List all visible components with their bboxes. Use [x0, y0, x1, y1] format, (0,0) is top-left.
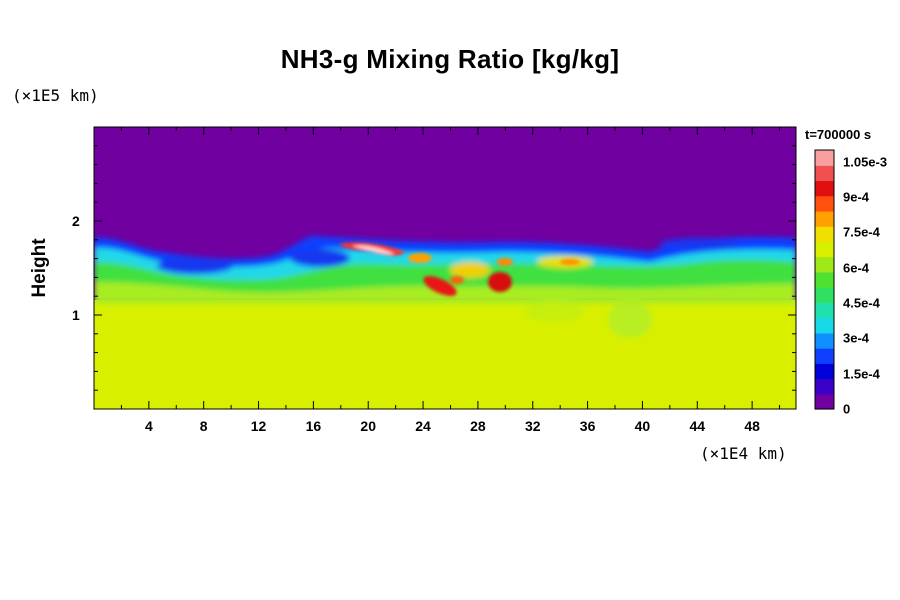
colorbar-label: 1.5e-4 [843, 366, 880, 382]
lower-region [94, 300, 796, 409]
colorbar-band [815, 180, 834, 197]
colorbar [814, 149, 835, 410]
colorbar-band [815, 302, 834, 319]
colorbar-label: 9e-4 [843, 189, 870, 205]
orange-cell [497, 258, 513, 266]
red-cell [488, 272, 512, 292]
green-plume [608, 302, 652, 338]
green-plume [525, 302, 585, 322]
colorbar-band [815, 241, 834, 258]
x-tick-label: 8 [199, 418, 208, 434]
colorbar-band [815, 271, 834, 288]
colorbar-band [815, 287, 834, 303]
time-label: t=700000 s [805, 127, 872, 142]
red-cell [450, 276, 464, 284]
chart-title: NH3-g Mixing Ratio [kg/kg] [280, 44, 620, 74]
colorbar-band [815, 363, 834, 380]
colorbar-label: 1.05e-3 [843, 154, 888, 170]
colorbar-band [815, 378, 834, 395]
colorbar-band [815, 332, 834, 349]
heatmap-field [94, 127, 796, 409]
x-tick-label: 36 [579, 418, 596, 434]
colorbar-label: 0 [843, 401, 851, 417]
axis-ticks [94, 127, 796, 409]
x-tick-label: 16 [305, 418, 322, 434]
x-tick-label: 48 [744, 418, 760, 434]
colorbar-band [815, 393, 834, 410]
orange-cell [560, 259, 580, 265]
x-unit-note: (×1E4 km) [700, 444, 787, 463]
colorbar-label: 6e-4 [843, 260, 870, 276]
colorbar-band [815, 256, 834, 273]
x-tick-label: 24 [415, 418, 431, 434]
colorbar-frame [814, 149, 835, 410]
colorbar-label: 4.5e-4 [843, 295, 880, 311]
x-tick-label: 40 [634, 418, 651, 434]
colorbar-band [815, 195, 834, 212]
colorbar-band [815, 150, 834, 166]
blue-eddy [157, 258, 233, 274]
colorbar-band [815, 317, 834, 334]
colorbar-band [815, 226, 834, 243]
x-tick-label: 44 [689, 418, 706, 434]
yellow-patch [450, 262, 490, 278]
x-tick-label: 12 [250, 418, 267, 434]
y-tick-label: 2 [72, 213, 80, 229]
y-tick-label: 1 [72, 307, 80, 323]
colorbar-label: 3e-4 [843, 330, 870, 346]
orange-cell [408, 253, 432, 263]
colorbar-label: 7.5e-4 [843, 224, 880, 240]
colorbar-band [815, 348, 834, 364]
blue-eddy [290, 249, 350, 267]
peak-streak-core [352, 245, 395, 255]
x-tick-label: 20 [360, 418, 377, 434]
x-tick-label: 4 [144, 418, 153, 434]
x-tick-label: 28 [470, 418, 486, 434]
x-tick-label: 32 [524, 418, 541, 434]
y-unit-note: (×1E5 km) [12, 86, 99, 105]
plot-frame [93, 126, 797, 410]
blue-eddy [660, 238, 740, 250]
colorbar-band [815, 165, 834, 182]
colorbar-band [815, 210, 834, 227]
red-cell [423, 276, 457, 296]
